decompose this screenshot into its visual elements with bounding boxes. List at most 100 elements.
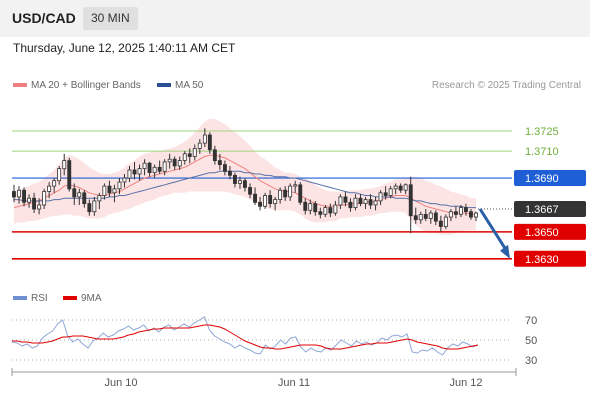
candle-body bbox=[142, 162, 147, 169]
moving-average-layer bbox=[13, 154, 476, 215]
candle bbox=[67, 157, 72, 192]
current-price-label: 1.3667 bbox=[525, 204, 559, 216]
support-label: 1.3630 bbox=[525, 254, 559, 266]
candle-body bbox=[137, 168, 142, 175]
candle-body bbox=[57, 168, 62, 182]
candle-body bbox=[278, 189, 283, 200]
x-tick-label: Jun 11 bbox=[278, 377, 310, 389]
candle bbox=[293, 180, 298, 193]
rsi-tick-label: 70 bbox=[525, 315, 537, 327]
timestamp: Thursday, June 12, 2025 1:40:11 AM CET bbox=[13, 41, 236, 55]
candle-body bbox=[237, 180, 242, 184]
candle-body bbox=[413, 215, 418, 221]
candle bbox=[27, 194, 31, 208]
candle bbox=[408, 176, 413, 234]
candle-body bbox=[363, 199, 368, 205]
ma20-line bbox=[13, 154, 476, 215]
candle-body bbox=[298, 184, 303, 203]
candle-body bbox=[157, 166, 162, 172]
candle-body bbox=[17, 189, 21, 198]
candle bbox=[383, 186, 388, 200]
candle-body bbox=[167, 158, 172, 163]
candle bbox=[433, 210, 438, 226]
candle-body bbox=[408, 184, 413, 217]
candle-body bbox=[232, 174, 237, 184]
candle-body bbox=[308, 203, 313, 211]
candle bbox=[137, 164, 142, 181]
candle-body bbox=[318, 211, 323, 215]
candle-body bbox=[403, 184, 408, 191]
candle-body bbox=[32, 197, 36, 210]
candle-body bbox=[323, 207, 328, 215]
candle-body bbox=[182, 153, 187, 161]
candle bbox=[278, 187, 283, 204]
candle-body bbox=[248, 187, 252, 195]
candle bbox=[42, 188, 47, 209]
candle bbox=[192, 144, 197, 161]
candle-body bbox=[102, 185, 107, 196]
candle bbox=[318, 207, 323, 219]
legend-ma50: MA 50 bbox=[157, 80, 203, 91]
rsi-label: RSI bbox=[31, 293, 48, 304]
candle bbox=[263, 192, 267, 209]
candle bbox=[37, 198, 42, 215]
chart-header: USD/CAD 30 MIN bbox=[0, 0, 590, 37]
candle bbox=[333, 200, 338, 216]
candle-body bbox=[338, 196, 343, 206]
candle bbox=[258, 196, 262, 211]
candle bbox=[182, 151, 187, 165]
candle-body bbox=[368, 199, 373, 206]
legend-rsi-ma: 9MA bbox=[63, 293, 102, 304]
levels-layer bbox=[12, 130, 512, 260]
candle-body bbox=[303, 201, 308, 211]
candle-body bbox=[398, 185, 403, 191]
candle bbox=[217, 153, 222, 170]
candle bbox=[448, 208, 453, 222]
candle-body bbox=[52, 180, 57, 187]
candle bbox=[458, 204, 463, 218]
candle bbox=[202, 128, 207, 148]
candle bbox=[413, 207, 418, 224]
candle-body bbox=[152, 166, 157, 174]
level-labels-layer: 1.3725 1.3710 1.3690 1.3667 1.3650 1.3630 bbox=[514, 126, 586, 267]
candle-body bbox=[473, 212, 478, 218]
candle bbox=[378, 190, 383, 205]
legend-rsi: RSI bbox=[13, 293, 48, 304]
rsi-line bbox=[11, 316, 479, 356]
candle-body bbox=[27, 197, 31, 203]
support-label: 1.3650 bbox=[525, 227, 559, 239]
candle-body bbox=[373, 200, 378, 206]
candle bbox=[102, 183, 107, 200]
candle-body bbox=[268, 195, 273, 205]
candle bbox=[473, 211, 478, 222]
candle-body bbox=[122, 177, 127, 183]
candle bbox=[363, 196, 368, 209]
candle bbox=[418, 211, 423, 224]
candle-body bbox=[87, 203, 92, 213]
candle-body bbox=[393, 185, 398, 190]
candle-body bbox=[112, 188, 117, 194]
bollinger-band bbox=[14, 118, 476, 235]
candle-body bbox=[333, 204, 338, 214]
candle bbox=[423, 208, 428, 222]
candle bbox=[308, 199, 313, 215]
x-axis: Jun 10 Jun 11 Jun 12 bbox=[11, 368, 517, 389]
timeframe-button[interactable]: 30 MIN bbox=[83, 7, 138, 30]
candle bbox=[393, 183, 398, 195]
rsi-tick-label: 50 bbox=[525, 335, 537, 347]
candle-body bbox=[147, 162, 152, 173]
candle-body bbox=[358, 197, 363, 204]
x-tick-label: Jun 10 bbox=[104, 377, 137, 389]
candle-body bbox=[97, 195, 102, 202]
candle-body bbox=[418, 213, 423, 221]
candle bbox=[112, 184, 117, 203]
candle bbox=[268, 190, 273, 208]
candles-layer bbox=[11, 128, 478, 234]
candle-body bbox=[217, 160, 222, 166]
rsi-ma-line bbox=[12, 324, 479, 350]
candle-body bbox=[258, 201, 262, 207]
candle-body bbox=[187, 153, 192, 157]
candle-body bbox=[37, 204, 42, 210]
candle bbox=[172, 156, 177, 170]
